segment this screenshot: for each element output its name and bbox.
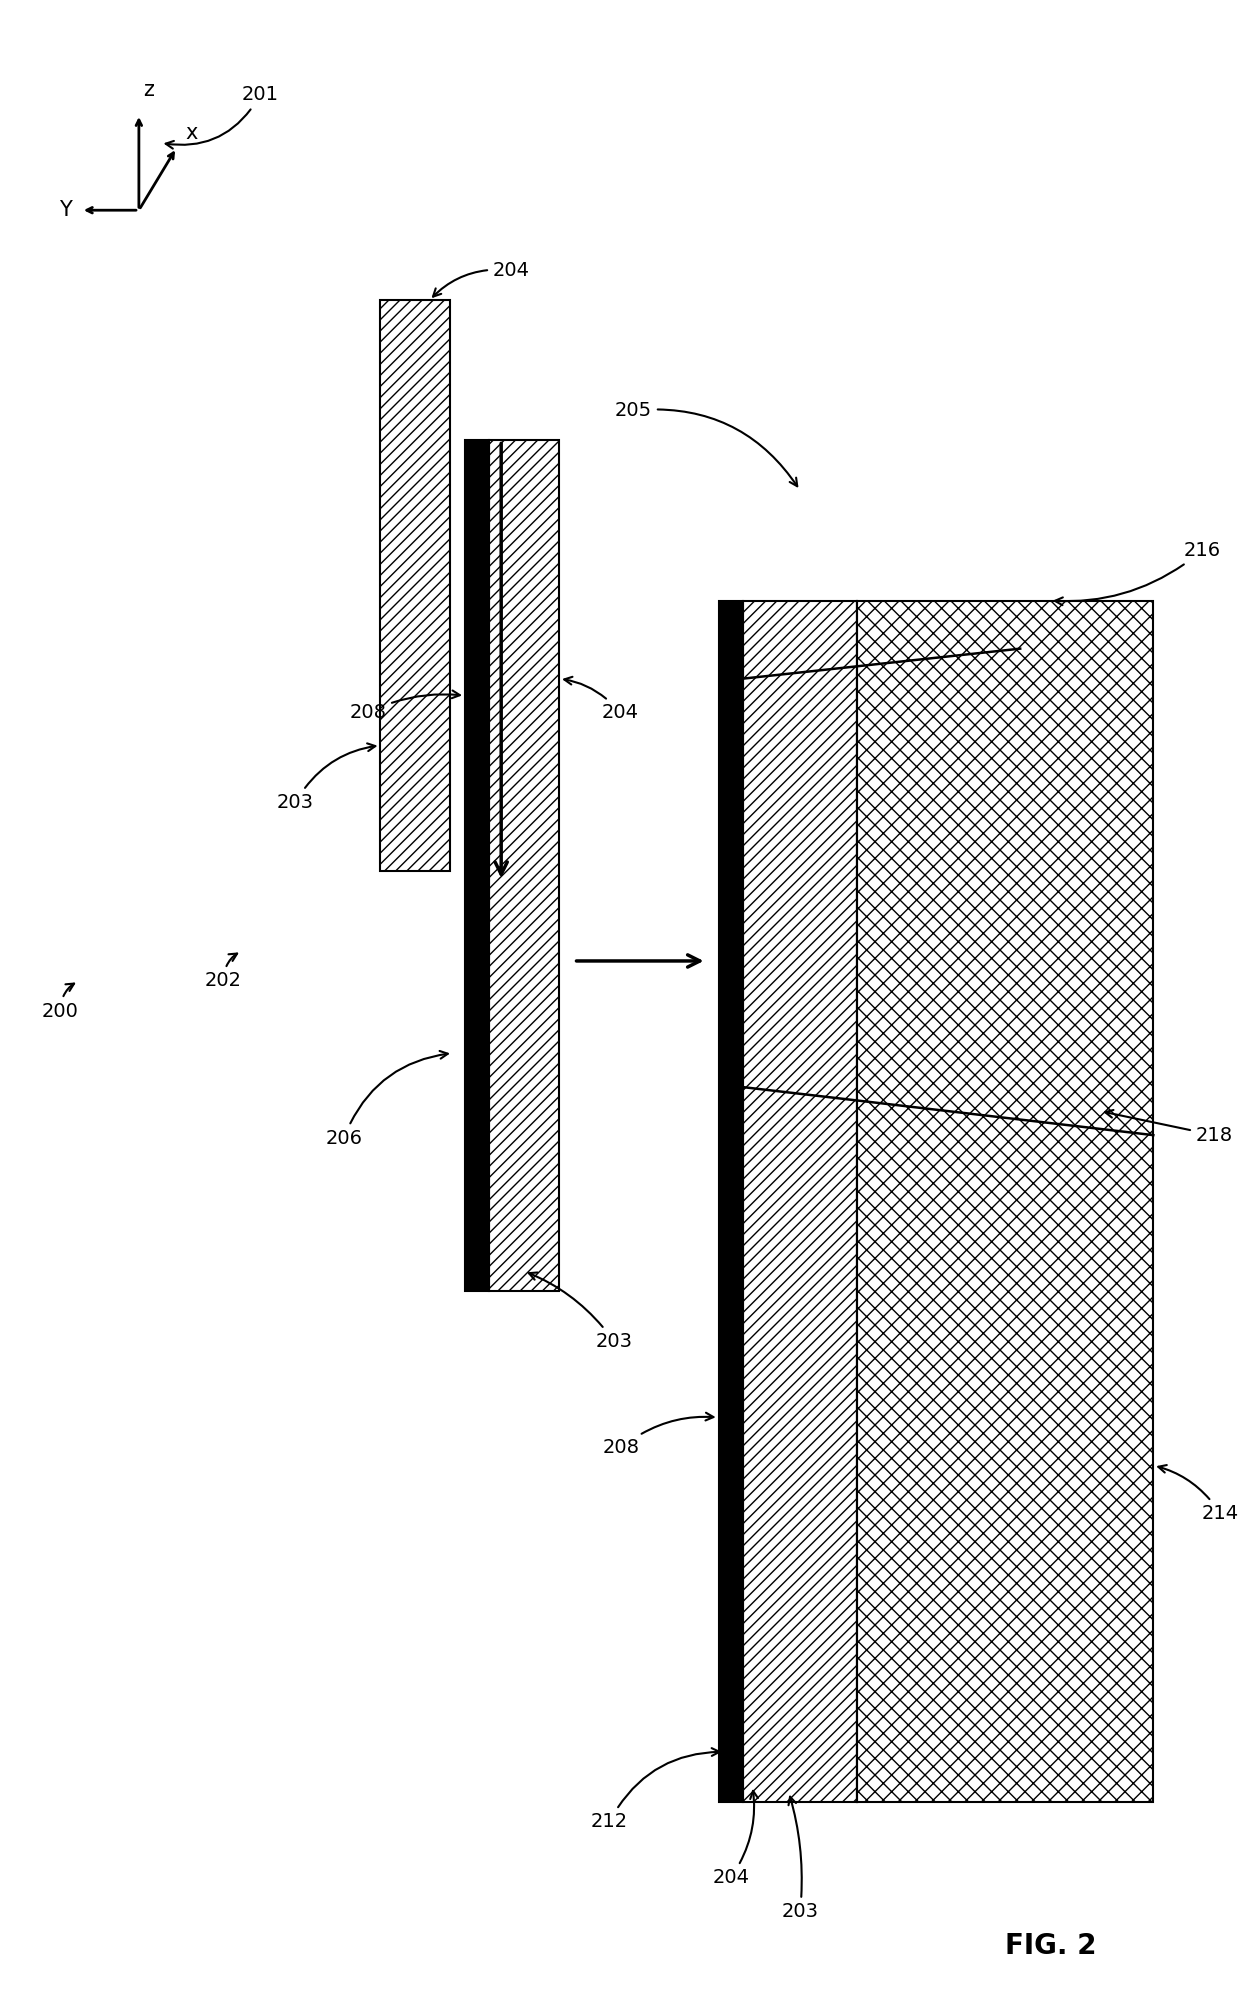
Bar [718, 601, 743, 1802]
Text: 202: 202 [205, 953, 242, 991]
Text: 203: 203 [529, 1273, 632, 1351]
Text: 204: 204 [712, 1792, 758, 1888]
Text: 204: 204 [433, 260, 529, 296]
Bar [381, 300, 450, 871]
Bar [465, 440, 489, 1291]
Text: 200: 200 [42, 983, 79, 1021]
Text: 208: 208 [350, 691, 460, 723]
Text: 201: 201 [166, 86, 279, 148]
Text: 212: 212 [591, 1748, 719, 1832]
Text: 208: 208 [603, 1413, 713, 1457]
Text: 205: 205 [615, 400, 797, 486]
Text: 218: 218 [1105, 1109, 1233, 1145]
Text: 216: 216 [1055, 541, 1220, 605]
Bar [857, 601, 1153, 1802]
Text: z: z [143, 80, 154, 100]
Text: 203: 203 [781, 1796, 818, 1922]
Text: Y: Y [58, 200, 72, 220]
Text: 204: 204 [564, 677, 639, 723]
Bar [743, 601, 857, 1802]
Bar [489, 440, 559, 1291]
Text: x: x [185, 122, 197, 142]
Text: 214: 214 [1158, 1465, 1239, 1524]
Text: FIG. 2: FIG. 2 [1004, 1932, 1096, 1960]
Text: 206: 206 [325, 1051, 448, 1147]
Text: 203: 203 [277, 743, 376, 813]
